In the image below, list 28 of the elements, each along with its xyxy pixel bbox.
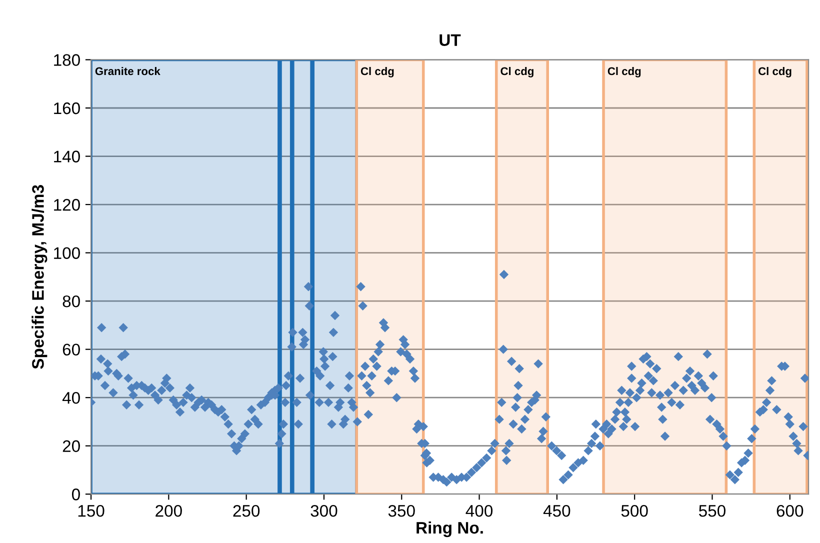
chart-title: UT	[440, 34, 461, 46]
band-label: Cl cdg	[360, 66, 394, 78]
x-tick-label: 350	[388, 504, 415, 517]
y-tick-label: 120	[54, 198, 80, 211]
x-tick-label: 150	[78, 504, 104, 517]
band-label: Cl cdg	[500, 66, 534, 78]
x-tick-label: 450	[543, 504, 570, 517]
y-axis-title: Specific Energy, MJ/m3	[32, 185, 48, 369]
x-tick-label: 300	[310, 504, 338, 517]
x-tick-label: 200	[156, 504, 182, 517]
x-tick-label: 600	[776, 504, 804, 517]
x-tick-label: 500	[621, 504, 648, 517]
y-tick-label: 60	[62, 344, 80, 356]
y-tick-label: 100	[54, 247, 80, 259]
x-tick-label: 400	[466, 504, 493, 517]
y-tick-label: 140	[54, 150, 80, 162]
y-tick-label: 0	[72, 488, 80, 500]
y-tick-label: 40	[62, 392, 80, 404]
band-label: Cl cdg	[758, 66, 792, 78]
x-tick-label: 550	[698, 504, 726, 517]
band-label: Granite rock	[95, 66, 160, 76]
band-label: Cl cdg	[608, 66, 641, 78]
y-tick-label: 20	[62, 440, 80, 452]
x-axis-title: Ring No.	[416, 521, 483, 538]
y-tick-label: 160	[54, 102, 80, 114]
x-tick-label: 250	[233, 504, 260, 517]
y-tick-label: 80	[62, 295, 80, 308]
y-tick-label: 180	[54, 54, 80, 66]
